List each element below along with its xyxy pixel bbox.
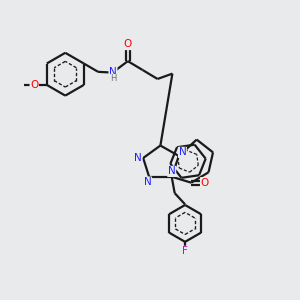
Text: N: N	[178, 147, 186, 158]
Text: N: N	[134, 153, 142, 163]
Text: H: H	[110, 74, 116, 83]
Text: O: O	[201, 178, 209, 188]
Text: N: N	[109, 68, 117, 77]
Text: O: O	[30, 80, 38, 90]
Text: O: O	[124, 40, 132, 50]
Text: F: F	[182, 246, 188, 256]
Text: N: N	[168, 167, 176, 176]
Text: N: N	[144, 177, 152, 187]
